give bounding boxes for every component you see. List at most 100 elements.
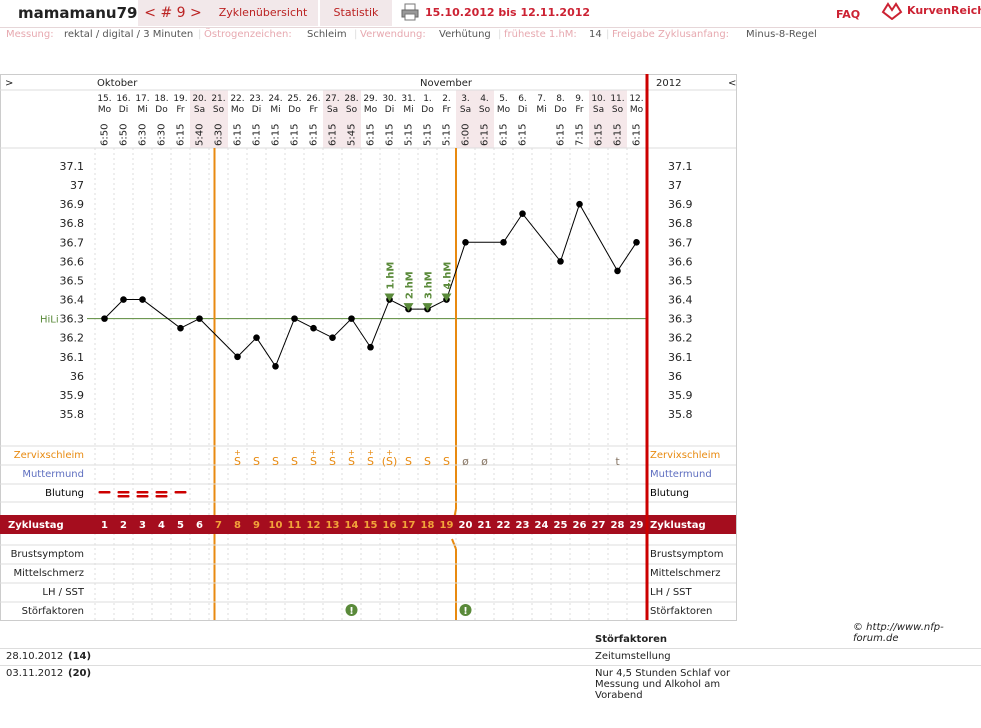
day-date: 1. — [423, 94, 432, 104]
day-date: 6. — [518, 94, 527, 104]
y-tick-label: 36.7 — [668, 236, 693, 249]
y-tick-label: 36.1 — [668, 351, 693, 364]
day-date: 16. — [116, 94, 130, 104]
cycle-day-number: 10 — [269, 520, 283, 531]
zyklustag-label: Zyklustag — [650, 520, 706, 531]
logo-icon — [881, 2, 903, 20]
cycle-day-number: 24 — [535, 520, 549, 531]
zyklustag-label: Zyklustag — [8, 520, 64, 531]
temperature-point — [101, 315, 108, 322]
row-label-zervix: Zervixschleim — [14, 450, 84, 461]
day-time: 6:15 — [252, 124, 263, 146]
hm-label: 4.hM — [443, 262, 454, 290]
blutung-mark — [117, 495, 130, 498]
cycle-day-number: 29 — [630, 520, 644, 531]
day-weekday: Sa — [327, 105, 338, 115]
y-tick-label: 37 — [70, 179, 84, 192]
day-weekday: Mi — [137, 105, 147, 115]
day-time: 6:15 — [328, 124, 339, 146]
temperature-point — [367, 343, 374, 351]
temperature-point — [500, 239, 507, 246]
day-date: 29. — [363, 94, 377, 104]
zervix-symbol: S — [405, 455, 412, 468]
cycle-nav-button[interactable]: < # 9 > — [138, 0, 208, 26]
weekend-cell — [342, 90, 361, 148]
day-weekday: Di — [385, 105, 394, 115]
day-date: 20. — [192, 94, 206, 104]
row-label-blutung: Blutung — [650, 488, 689, 499]
day-weekday: Mo — [497, 105, 511, 115]
zervix-symbol: ø — [481, 455, 488, 468]
y-tick-label: 36 — [668, 370, 682, 383]
verwendung-value: Verhütung — [439, 29, 491, 40]
y-tick-label: 36 — [70, 370, 84, 383]
divider — [0, 27, 981, 28]
cycle-day-number: 15 — [364, 520, 378, 531]
weekend-cell — [589, 90, 608, 148]
zervix-symbol: S — [310, 455, 317, 468]
y-tick-label: 36.2 — [668, 332, 693, 345]
zervix-plus: + — [329, 448, 336, 457]
day-time: 6:15 — [594, 124, 605, 146]
y-tick-label: 36.4 — [60, 294, 85, 307]
temperature-point — [614, 267, 621, 275]
day-weekday: Sa — [593, 105, 604, 115]
y-tick-label: 36.6 — [60, 255, 85, 268]
print-icon[interactable] — [401, 3, 419, 21]
day-weekday: Fr — [309, 105, 318, 115]
cycle-day-number: 17 — [402, 520, 416, 531]
cycle-day-number: 23 — [516, 520, 530, 531]
day-time: 6:50 — [119, 124, 130, 146]
prev-arrow-icon[interactable]: > — [5, 78, 13, 89]
day-weekday: Mi — [536, 105, 546, 115]
day-time: 6:15 — [518, 124, 529, 146]
weekend-cell — [608, 90, 627, 148]
row-label-blutung: Blutung — [45, 488, 84, 499]
day-date: 15. — [97, 94, 111, 104]
row-label-lh: LH / SST — [650, 587, 693, 598]
zervix-plus: + — [348, 448, 355, 457]
cycle-day-number: 12 — [307, 520, 321, 531]
row-label-mittel: Mittelschmerz — [14, 568, 84, 579]
cycle-day-number: 8 — [234, 520, 241, 531]
day-date: 17. — [135, 94, 149, 104]
tab-zyklenuebersicht[interactable]: Zyklenübersicht — [208, 0, 318, 26]
cycle-day-number: 25 — [554, 520, 568, 531]
day-weekday: Mo — [98, 105, 112, 115]
blutung-mark — [98, 491, 111, 494]
y-tick-label: 36.2 — [60, 332, 85, 345]
weekend-cell — [475, 90, 494, 148]
info-bar: Messung: rektal / digital / 3 Minuten | … — [6, 29, 817, 40]
messung-label: Messung: — [6, 29, 54, 40]
day-time: 6:15 — [480, 124, 491, 146]
temperature-point — [329, 334, 336, 341]
tab-statistik[interactable]: Statistik — [320, 0, 392, 26]
hm-label: 2.hM — [405, 271, 416, 299]
day-date: 4. — [480, 94, 489, 104]
cycle-day-number: 9 — [253, 520, 260, 531]
hm-marker-icon — [422, 303, 433, 312]
cycle-day-number: 7 — [215, 520, 222, 531]
cycle-day-number: 14 — [345, 520, 359, 531]
notes-header: Störfaktoren — [595, 634, 668, 645]
day-date: 19. — [173, 94, 187, 104]
weekend-cell — [323, 90, 342, 148]
faq-link[interactable]: FAQ — [836, 8, 861, 21]
row-label-brust: Brustsymptom — [11, 549, 84, 560]
y-tick-label: 35.8 — [668, 408, 693, 421]
blutung-mark — [117, 491, 130, 494]
zervix-plus: + — [234, 448, 241, 457]
day-date: 7. — [537, 94, 546, 104]
next-arrow-icon[interactable]: < — [728, 78, 736, 89]
cycle-day-number: 20 — [459, 520, 473, 531]
day-time: 6:30 — [157, 124, 168, 146]
zervix-symbol: S — [329, 455, 336, 468]
day-date: 23. — [249, 94, 263, 104]
day-date: 26. — [306, 94, 320, 104]
day-time: 6:15 — [366, 124, 377, 146]
day-weekday: So — [612, 105, 624, 115]
logo-text[interactable]: KurvenReich — [907, 4, 981, 17]
note-text: Nur 4,5 Stunden Schlaf vor Messung und A… — [595, 668, 731, 701]
blutung-mark — [155, 495, 168, 498]
zervix-symbol: S — [272, 455, 279, 468]
